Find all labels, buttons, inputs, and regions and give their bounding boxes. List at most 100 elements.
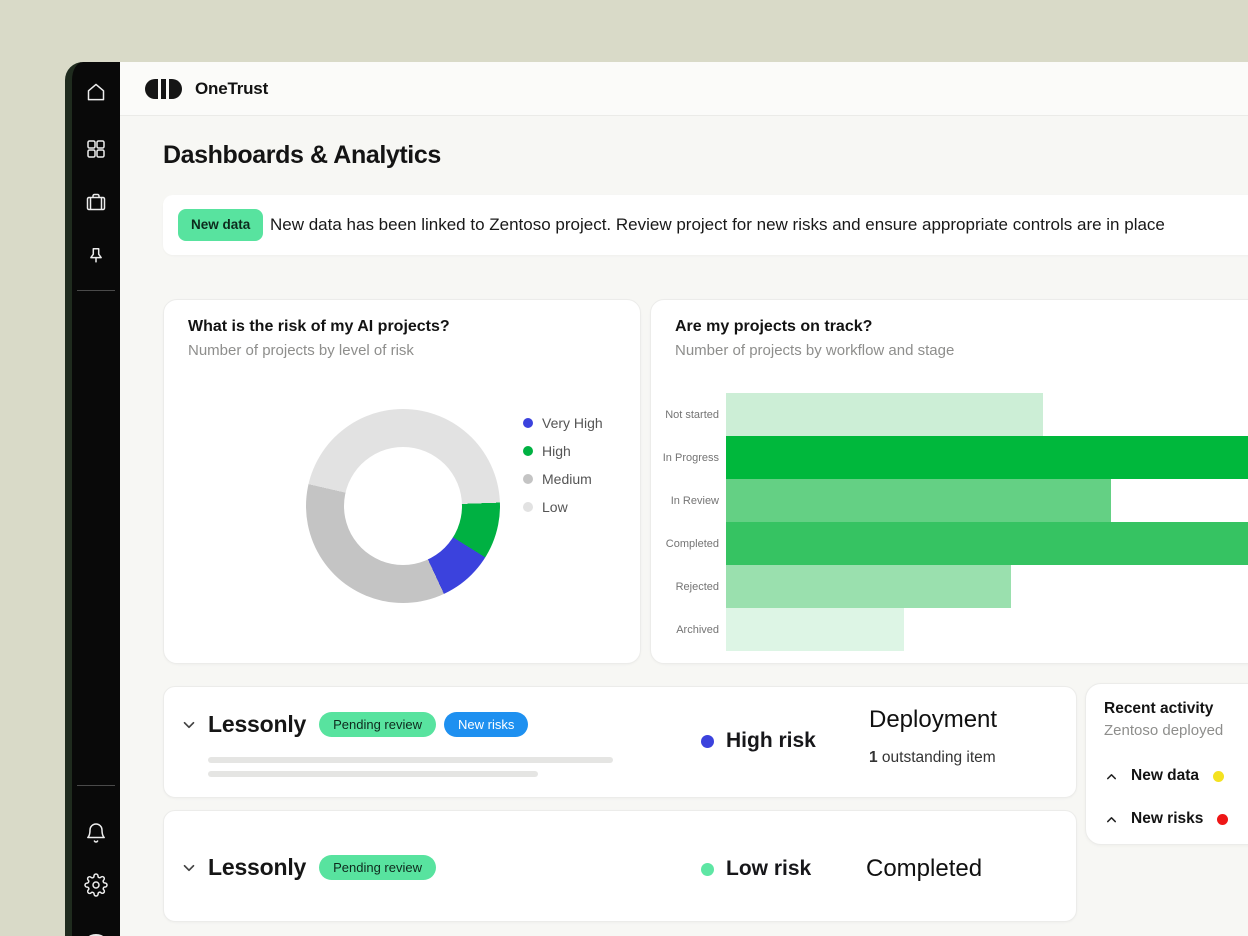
legend-item[interactable]: Low: [523, 493, 603, 521]
recent-activity-subtitle: Zentoso deployed: [1104, 722, 1224, 739]
project-row-head: Lessonly Pending review: [180, 854, 436, 881]
bar-card-title: Are my projects on track?: [675, 318, 873, 335]
bar-row: Rejected: [651, 565, 1248, 608]
stage-label: Deployment: [869, 706, 998, 733]
brand[interactable]: OneTrust: [145, 62, 268, 116]
recent-activity-title: Recent activity: [1104, 700, 1214, 717]
status-badge: Pending review: [319, 855, 436, 880]
bar-fill: [726, 393, 1043, 436]
sidebar-item-pinned[interactable]: [84, 245, 108, 269]
status-badge: Pending review: [319, 712, 436, 737]
bar-fill: [726, 565, 1011, 608]
legend-item[interactable]: High: [523, 437, 603, 465]
activity-label: New data: [1131, 767, 1200, 784]
donut-hole: [344, 447, 462, 565]
bar-category-label: Rejected: [675, 580, 719, 593]
bar-category-label: In Progress: [662, 451, 719, 464]
brand-name: OneTrust: [195, 79, 269, 98]
project-title: Lessonly: [208, 854, 307, 880]
bar-row: In Review: [651, 479, 1248, 522]
sidebar-item-home[interactable]: [84, 80, 108, 104]
sidebar: [72, 62, 120, 936]
legend-dot: [523, 502, 533, 512]
legend-dot: [523, 446, 533, 456]
bar-fill: [726, 608, 905, 651]
bar-fill: [726, 436, 1248, 479]
sidebar-item-apps[interactable]: [84, 137, 108, 161]
banner-message: New data has been linked to Zentoso proj…: [270, 215, 1165, 234]
bar-row: In Progress: [651, 436, 1248, 479]
status-badge: New risks: [444, 712, 529, 737]
risk-label: High risk: [726, 729, 816, 752]
project-title: Lessonly: [208, 711, 307, 737]
gear-icon: [84, 873, 108, 897]
risk-indicator: Low risk: [701, 857, 811, 881]
chevron-up-icon[interactable]: [1104, 812, 1119, 827]
bar-row: Not started: [651, 393, 1248, 436]
chevron-up-icon[interactable]: [1104, 769, 1119, 784]
project-row: Lessonly Pending review New risks High r…: [163, 686, 1077, 798]
sidebar-item-notifications[interactable]: [84, 821, 108, 845]
projects-track-card: Are my projects on track? Number of proj…: [650, 299, 1248, 664]
project-row: Lessonly Pending review Low risk Complet…: [163, 810, 1077, 922]
sidebar-divider-top: [77, 290, 115, 291]
new-data-badge: New data: [178, 209, 264, 241]
activity-item: New data: [1104, 767, 1225, 785]
activity-status-dot: [1213, 770, 1225, 782]
risk-donut-chart: [306, 409, 500, 603]
chevron-down-icon[interactable]: [180, 716, 198, 734]
main-area: OneTrust Dashboards & Analytics New data…: [120, 62, 1248, 936]
recent-activity-panel: Recent activity Zentoso deployed New dat…: [1085, 683, 1248, 845]
bar-row: Archived: [651, 608, 1248, 651]
bar-category-label: Not started: [665, 408, 719, 421]
legend-label: Low: [542, 499, 568, 515]
risk-dot: [701, 734, 714, 748]
bar-track: [726, 479, 1248, 522]
risk-label: Low risk: [726, 857, 812, 880]
bell-icon: [84, 821, 108, 845]
workflow-bar-chart: Not started In Progress In Review Completed…: [651, 393, 1248, 651]
top-bar: OneTrust: [120, 62, 1248, 116]
risk-indicator: High risk: [701, 729, 816, 753]
project-row-head: Lessonly Pending review New risks: [180, 711, 529, 738]
legend-item[interactable]: Medium: [523, 465, 603, 493]
sidebar-item-projects[interactable]: [84, 190, 108, 214]
activity-status-dot: [1217, 813, 1229, 825]
notification-banner: New data New data has been linked to Zen…: [163, 195, 1248, 255]
page-title: Dashboards & Analytics: [163, 141, 441, 169]
activity-label: New risks: [1131, 810, 1204, 827]
bar-fill: [726, 522, 1248, 565]
bar-track: [726, 522, 1248, 565]
stage-label: Completed: [866, 855, 983, 882]
bar-category-label: In Review: [670, 494, 719, 507]
sidebar-item-settings[interactable]: [84, 873, 108, 897]
apps-grid-icon: [84, 137, 108, 161]
bar-card-subtitle: Number of projects by workflow and stage: [675, 342, 955, 359]
sidebar-divider-bottom: [77, 785, 115, 786]
bar-row: Completed: [651, 522, 1248, 565]
legend-item[interactable]: Very High: [523, 409, 603, 437]
onetrust-logo-icon: [145, 79, 182, 99]
bar-track: [726, 565, 1248, 608]
bar-track: [726, 436, 1248, 479]
donut-legend: Very High High Medium Low: [523, 409, 603, 521]
pin-icon: [84, 245, 108, 269]
legend-label: Very High: [542, 415, 603, 431]
legend-label: High: [542, 443, 571, 459]
legend-label: Medium: [542, 471, 592, 487]
skeleton-line: [208, 757, 613, 763]
bar-track: [726, 393, 1248, 436]
chevron-down-icon[interactable]: [180, 859, 198, 877]
skeleton-line: [208, 771, 538, 777]
home-icon: [84, 80, 108, 104]
bar-fill: [726, 479, 1111, 522]
risk-dot: [701, 862, 714, 876]
bar-category-label: Completed: [665, 537, 719, 550]
donut-card-subtitle: Number of projects by level of risk: [188, 342, 414, 359]
risk-donut-card: What is the risk of my AI projects? Numb…: [163, 299, 641, 664]
bar-track: [726, 608, 1248, 651]
bar-category-label: Archived: [676, 623, 719, 636]
activity-item: New risks: [1104, 810, 1229, 828]
app-window: OneTrust Dashboards & Analytics New data…: [65, 62, 1248, 936]
briefcase-icon: [84, 190, 108, 214]
